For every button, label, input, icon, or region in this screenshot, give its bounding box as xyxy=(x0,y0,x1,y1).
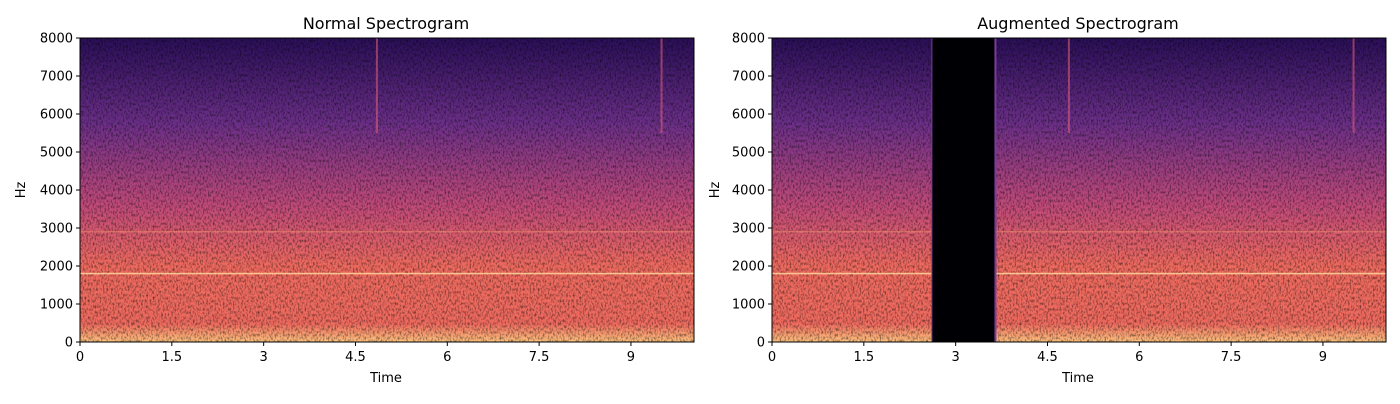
x-tick-label: 3 xyxy=(952,350,960,365)
x-tick-label: 6 xyxy=(443,350,451,365)
y-tick-label: 1000 xyxy=(732,298,765,313)
x-tick-label: 4.5 xyxy=(1037,350,1058,365)
normal-spectrogram-panel: Normal Spectrogram 0 1.5 3 4.5 6 7.5 9 0 1000 200… xyxy=(14,14,695,386)
x-axis-label: Time xyxy=(1061,371,1094,386)
y-tick-label: 6000 xyxy=(40,108,73,123)
y-tick-label: 7000 xyxy=(40,70,73,85)
y-tick-label: 0 xyxy=(757,336,765,351)
x-tick-label: 4.5 xyxy=(345,350,366,365)
spectrogram-texture xyxy=(80,38,694,342)
y-tick-label: 5000 xyxy=(40,146,73,161)
y-tick-label: 6000 xyxy=(732,108,765,123)
augmented-spectrogram-panel: Augmented Spectrogram 0 1.5 3 4.5 6 7.5 9 0 1000… xyxy=(708,14,1387,386)
y-tick-label: 2000 xyxy=(732,260,765,275)
y-axis-label: Hz xyxy=(708,182,723,199)
x-tick-label: 9 xyxy=(627,350,635,365)
x-tick-label: 0 xyxy=(768,350,776,365)
x-tick-label: 1.5 xyxy=(853,350,874,365)
y-tick-label: 4000 xyxy=(732,184,765,199)
y-tick-label: 5000 xyxy=(732,146,765,161)
y-tick-label: 8000 xyxy=(40,32,73,47)
spectrogram-plot: 0 1.5 3 4.5 6 7.5 9 0 1000 2000 3000 4000 5000 6000 70… xyxy=(40,32,695,365)
y-tick-label: 2000 xyxy=(40,260,73,275)
x-tick-label: 6 xyxy=(1135,350,1143,365)
spectrogram-texture xyxy=(772,38,1386,342)
y-tick-label: 7000 xyxy=(732,70,765,85)
spectrogram-plot: 0 1.5 3 4.5 6 7.5 9 0 1000 2000 3000 4000 5000 6000 70… xyxy=(732,32,1387,365)
x-tick-label: 9 xyxy=(1319,350,1327,365)
y-tick-label: 3000 xyxy=(732,222,765,237)
x-tick-label: 7.5 xyxy=(1221,350,1242,365)
chart-title: Normal Spectrogram xyxy=(303,14,469,33)
y-tick-label: 1000 xyxy=(40,298,73,313)
y-axis-label: Hz xyxy=(14,182,29,199)
x-axis-label: Time xyxy=(369,371,402,386)
x-tick-label: 3 xyxy=(260,350,268,365)
time-mask xyxy=(932,38,996,342)
chart-title: Augmented Spectrogram xyxy=(977,14,1179,33)
x-tick-label: 1.5 xyxy=(161,350,182,365)
y-tick-label: 8000 xyxy=(732,32,765,47)
x-tick-label: 0 xyxy=(76,350,84,365)
x-tick-label: 7.5 xyxy=(529,350,550,365)
mask-edge xyxy=(994,38,997,342)
y-tick-label: 3000 xyxy=(40,222,73,237)
y-tick-label: 0 xyxy=(65,336,73,351)
y-tick-label: 4000 xyxy=(40,184,73,199)
